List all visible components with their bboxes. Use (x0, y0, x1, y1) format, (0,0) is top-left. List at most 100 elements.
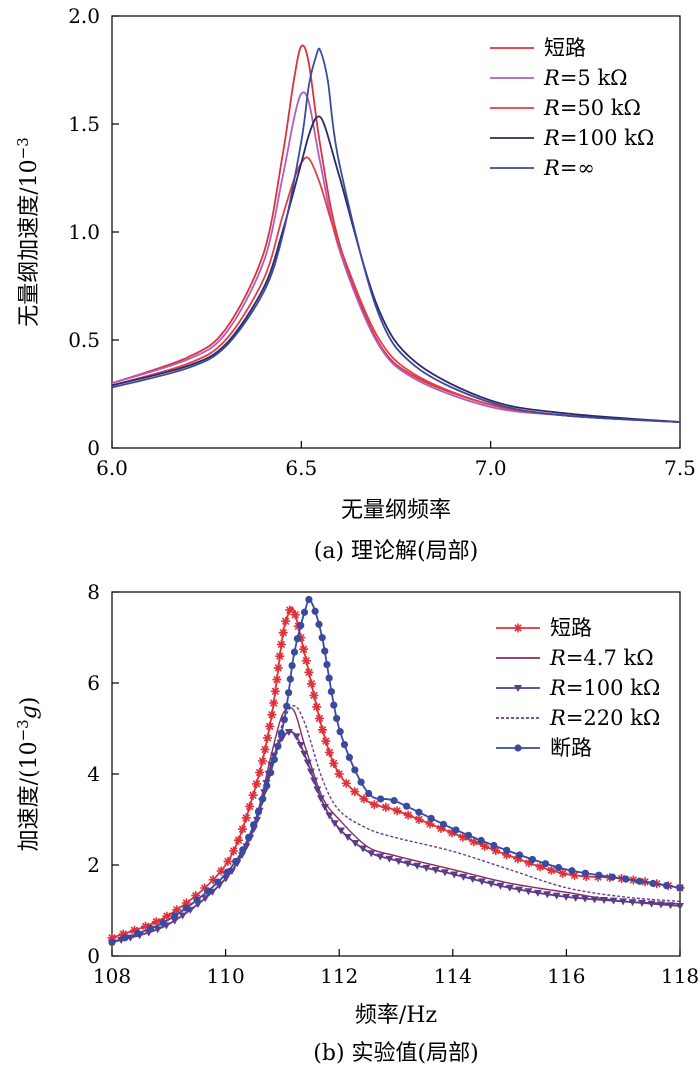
chart-b-series-marker (306, 768, 315, 776)
chart-a-xlabel: 无量纲频率 (341, 498, 451, 523)
chart-b-series-marker (315, 713, 324, 723)
chart-b-series-marker (283, 702, 291, 710)
chart-b-series-marker (385, 855, 394, 863)
chart-b-series-marker (260, 745, 270, 754)
chart-b-series-marker (608, 873, 617, 881)
chart-b-series-marker (464, 831, 473, 839)
chart-b-series-marker (403, 860, 412, 868)
chart-b-series-marker (351, 766, 359, 774)
chart-b-series-marker (200, 883, 210, 893)
chart-b-series-marker (381, 802, 391, 812)
chart-b-series-marker (277, 729, 285, 737)
chart-b-series-marker (450, 871, 459, 879)
chart-b-series-marker (336, 827, 345, 835)
chart-b-series-marker (162, 911, 172, 921)
chart-b-series-marker (459, 873, 468, 881)
chart-a-ytick-label: 1.5 (68, 112, 100, 136)
chart-b-xtick-label: 116 (547, 964, 585, 988)
chart-b-series-marker (241, 813, 251, 823)
chart-b-series-marker (223, 856, 233, 866)
chart-b-series-marker (581, 869, 589, 877)
chart-a-ytick-label: 0.5 (68, 328, 100, 352)
chart-b-xtick-label: 110 (207, 964, 245, 988)
chart-b-series-marker (307, 679, 316, 689)
chart-b-series-marker (329, 758, 339, 768)
chart-b-series-marker (267, 710, 277, 720)
chart-b-series-marker (309, 690, 319, 700)
chart-b-series-marker (439, 820, 448, 828)
chart-b-series-marker (528, 855, 537, 864)
chart-b-series-marker (171, 912, 179, 920)
chart-b-series-marker (141, 921, 150, 931)
chart-b-series-marker (265, 721, 275, 731)
chart-b-series-marker (300, 750, 309, 758)
chart-b-series-marker (134, 929, 142, 937)
chart-b-series-marker (359, 794, 369, 804)
chart-b-series-marker (543, 891, 552, 899)
chart-b-series-marker (440, 869, 449, 877)
chart-b-legend-marker (513, 623, 523, 633)
chart-b-series-marker (147, 924, 155, 933)
chart-b-series-marker (452, 826, 460, 834)
chart-b-ytick-label: 6 (87, 671, 100, 695)
chart-a-caption: (a) 理论解(局部) (314, 539, 478, 564)
chart-b-series-marker (285, 689, 293, 697)
chart-b-series-marker (285, 605, 295, 615)
chart-a-legend-label: R=5 kΩ (543, 66, 628, 90)
chart-b-series-marker (552, 892, 561, 900)
chart-b-lines (107, 595, 685, 947)
chart-b-series-marker (619, 898, 628, 906)
chart-b-ylabel: 加速度/(10−3g) (14, 697, 42, 852)
chart-b-series-marker (108, 938, 116, 946)
chart-a-series-line (111, 156, 681, 423)
chart-b-series-marker (546, 865, 556, 875)
chart-b-series-marker (290, 610, 300, 620)
chart-a-series-line (111, 91, 681, 423)
chart-b-series-marker (357, 778, 365, 786)
chart-b-xtick-label: 114 (434, 964, 472, 988)
chart-b-series-marker (292, 733, 301, 741)
chart-b-series-marker (239, 846, 247, 854)
chart-a-legend-label: R=∞ (543, 156, 595, 180)
chart-b-series-marker (458, 832, 468, 842)
chart-b-series-marker (121, 934, 129, 942)
chart-b-series-marker (638, 899, 647, 907)
chart-b-series-marker (376, 853, 385, 861)
chart-b-series-marker (305, 595, 313, 604)
chart-b-series-marker (590, 896, 599, 904)
chart-b-series-marker (468, 876, 477, 884)
chart-b-series-marker (628, 899, 637, 907)
chart-b-series-marker (330, 701, 338, 709)
chart-b: 108 110 112 114 116 118 0 2 4 6 8 频率/Hz 加速度/(10−3g… (14, 580, 699, 1066)
chart-b-series-marker (172, 905, 182, 915)
chart-b-series-marker (367, 850, 376, 858)
chart-b-series-marker (436, 823, 446, 833)
chart-b-series-marker (558, 868, 568, 878)
chart-b-series-marker (413, 862, 422, 870)
chart-b-series-marker (303, 759, 312, 767)
chart-b-series-marker (253, 816, 262, 824)
chart-b-series-marker (477, 878, 486, 886)
chart-b-series-marker (313, 786, 322, 794)
chart-a-ytick-label: 1.0 (68, 220, 100, 244)
chart-b-series-marker (568, 867, 576, 875)
chart-b-series-marker (649, 879, 657, 888)
chart-b-series-marker (299, 644, 309, 654)
chart-b-series-marker (595, 871, 603, 879)
chart-b-series-marker (286, 675, 294, 683)
chart-b-series-marker (301, 656, 311, 666)
chart-a-series-line (111, 47, 681, 423)
chart-b-series-marker (280, 716, 288, 724)
chart-b-series-marker (208, 875, 218, 885)
chart-b-series-marker (151, 917, 161, 927)
chart-a-xtick-label: 6.0 (96, 456, 128, 480)
chart-b-series-marker (581, 895, 590, 903)
chart-b-ytick-label: 4 (87, 762, 100, 786)
chart-b-series-marker (503, 846, 511, 854)
chart-b-series-marker (502, 850, 512, 860)
chart-b-series-marker (270, 755, 278, 764)
chart-b-series-marker (351, 840, 360, 848)
chart-b-series-marker (274, 742, 282, 750)
chart-a-xtick-label: 7.0 (475, 456, 507, 480)
chart-b-series-marker (229, 846, 239, 856)
